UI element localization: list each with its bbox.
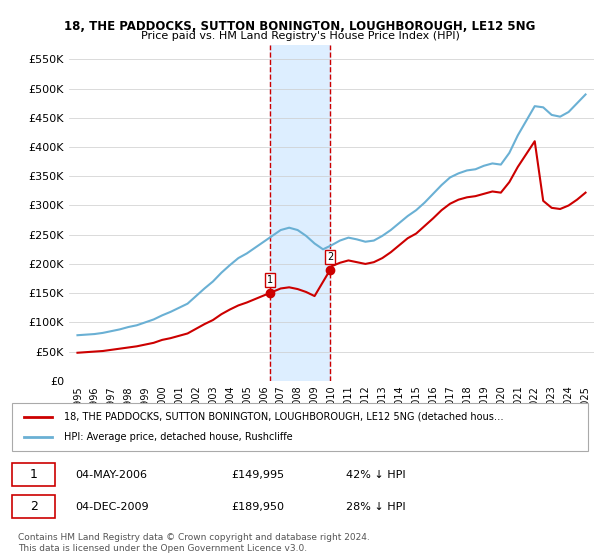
Text: £149,995: £149,995 <box>231 470 284 480</box>
Text: 28% ↓ HPI: 28% ↓ HPI <box>346 502 406 511</box>
Text: Price paid vs. HM Land Registry's House Price Index (HPI): Price paid vs. HM Land Registry's House … <box>140 31 460 41</box>
Text: £189,950: £189,950 <box>231 502 284 511</box>
Text: 2: 2 <box>327 252 333 262</box>
Text: 42% ↓ HPI: 42% ↓ HPI <box>346 470 406 480</box>
FancyBboxPatch shape <box>12 495 55 518</box>
FancyBboxPatch shape <box>12 464 55 486</box>
Text: 04-MAY-2006: 04-MAY-2006 <box>76 470 148 480</box>
Text: 18, THE PADDOCKS, SUTTON BONINGTON, LOUGHBOROUGH, LE12 5NG: 18, THE PADDOCKS, SUTTON BONINGTON, LOUG… <box>64 20 536 32</box>
Text: 1: 1 <box>30 468 38 481</box>
Text: HPI: Average price, detached house, Rushcliffe: HPI: Average price, detached house, Rush… <box>64 432 292 442</box>
Text: 18, THE PADDOCKS, SUTTON BONINGTON, LOUGHBOROUGH, LE12 5NG (detached hous…: 18, THE PADDOCKS, SUTTON BONINGTON, LOUG… <box>64 412 503 422</box>
Text: 04-DEC-2009: 04-DEC-2009 <box>76 502 149 511</box>
FancyBboxPatch shape <box>12 403 588 451</box>
Text: 1: 1 <box>266 276 272 285</box>
Bar <box>269 45 330 381</box>
Text: 2: 2 <box>30 500 38 513</box>
Text: Contains HM Land Registry data © Crown copyright and database right 2024.
This d: Contains HM Land Registry data © Crown c… <box>18 533 370 553</box>
